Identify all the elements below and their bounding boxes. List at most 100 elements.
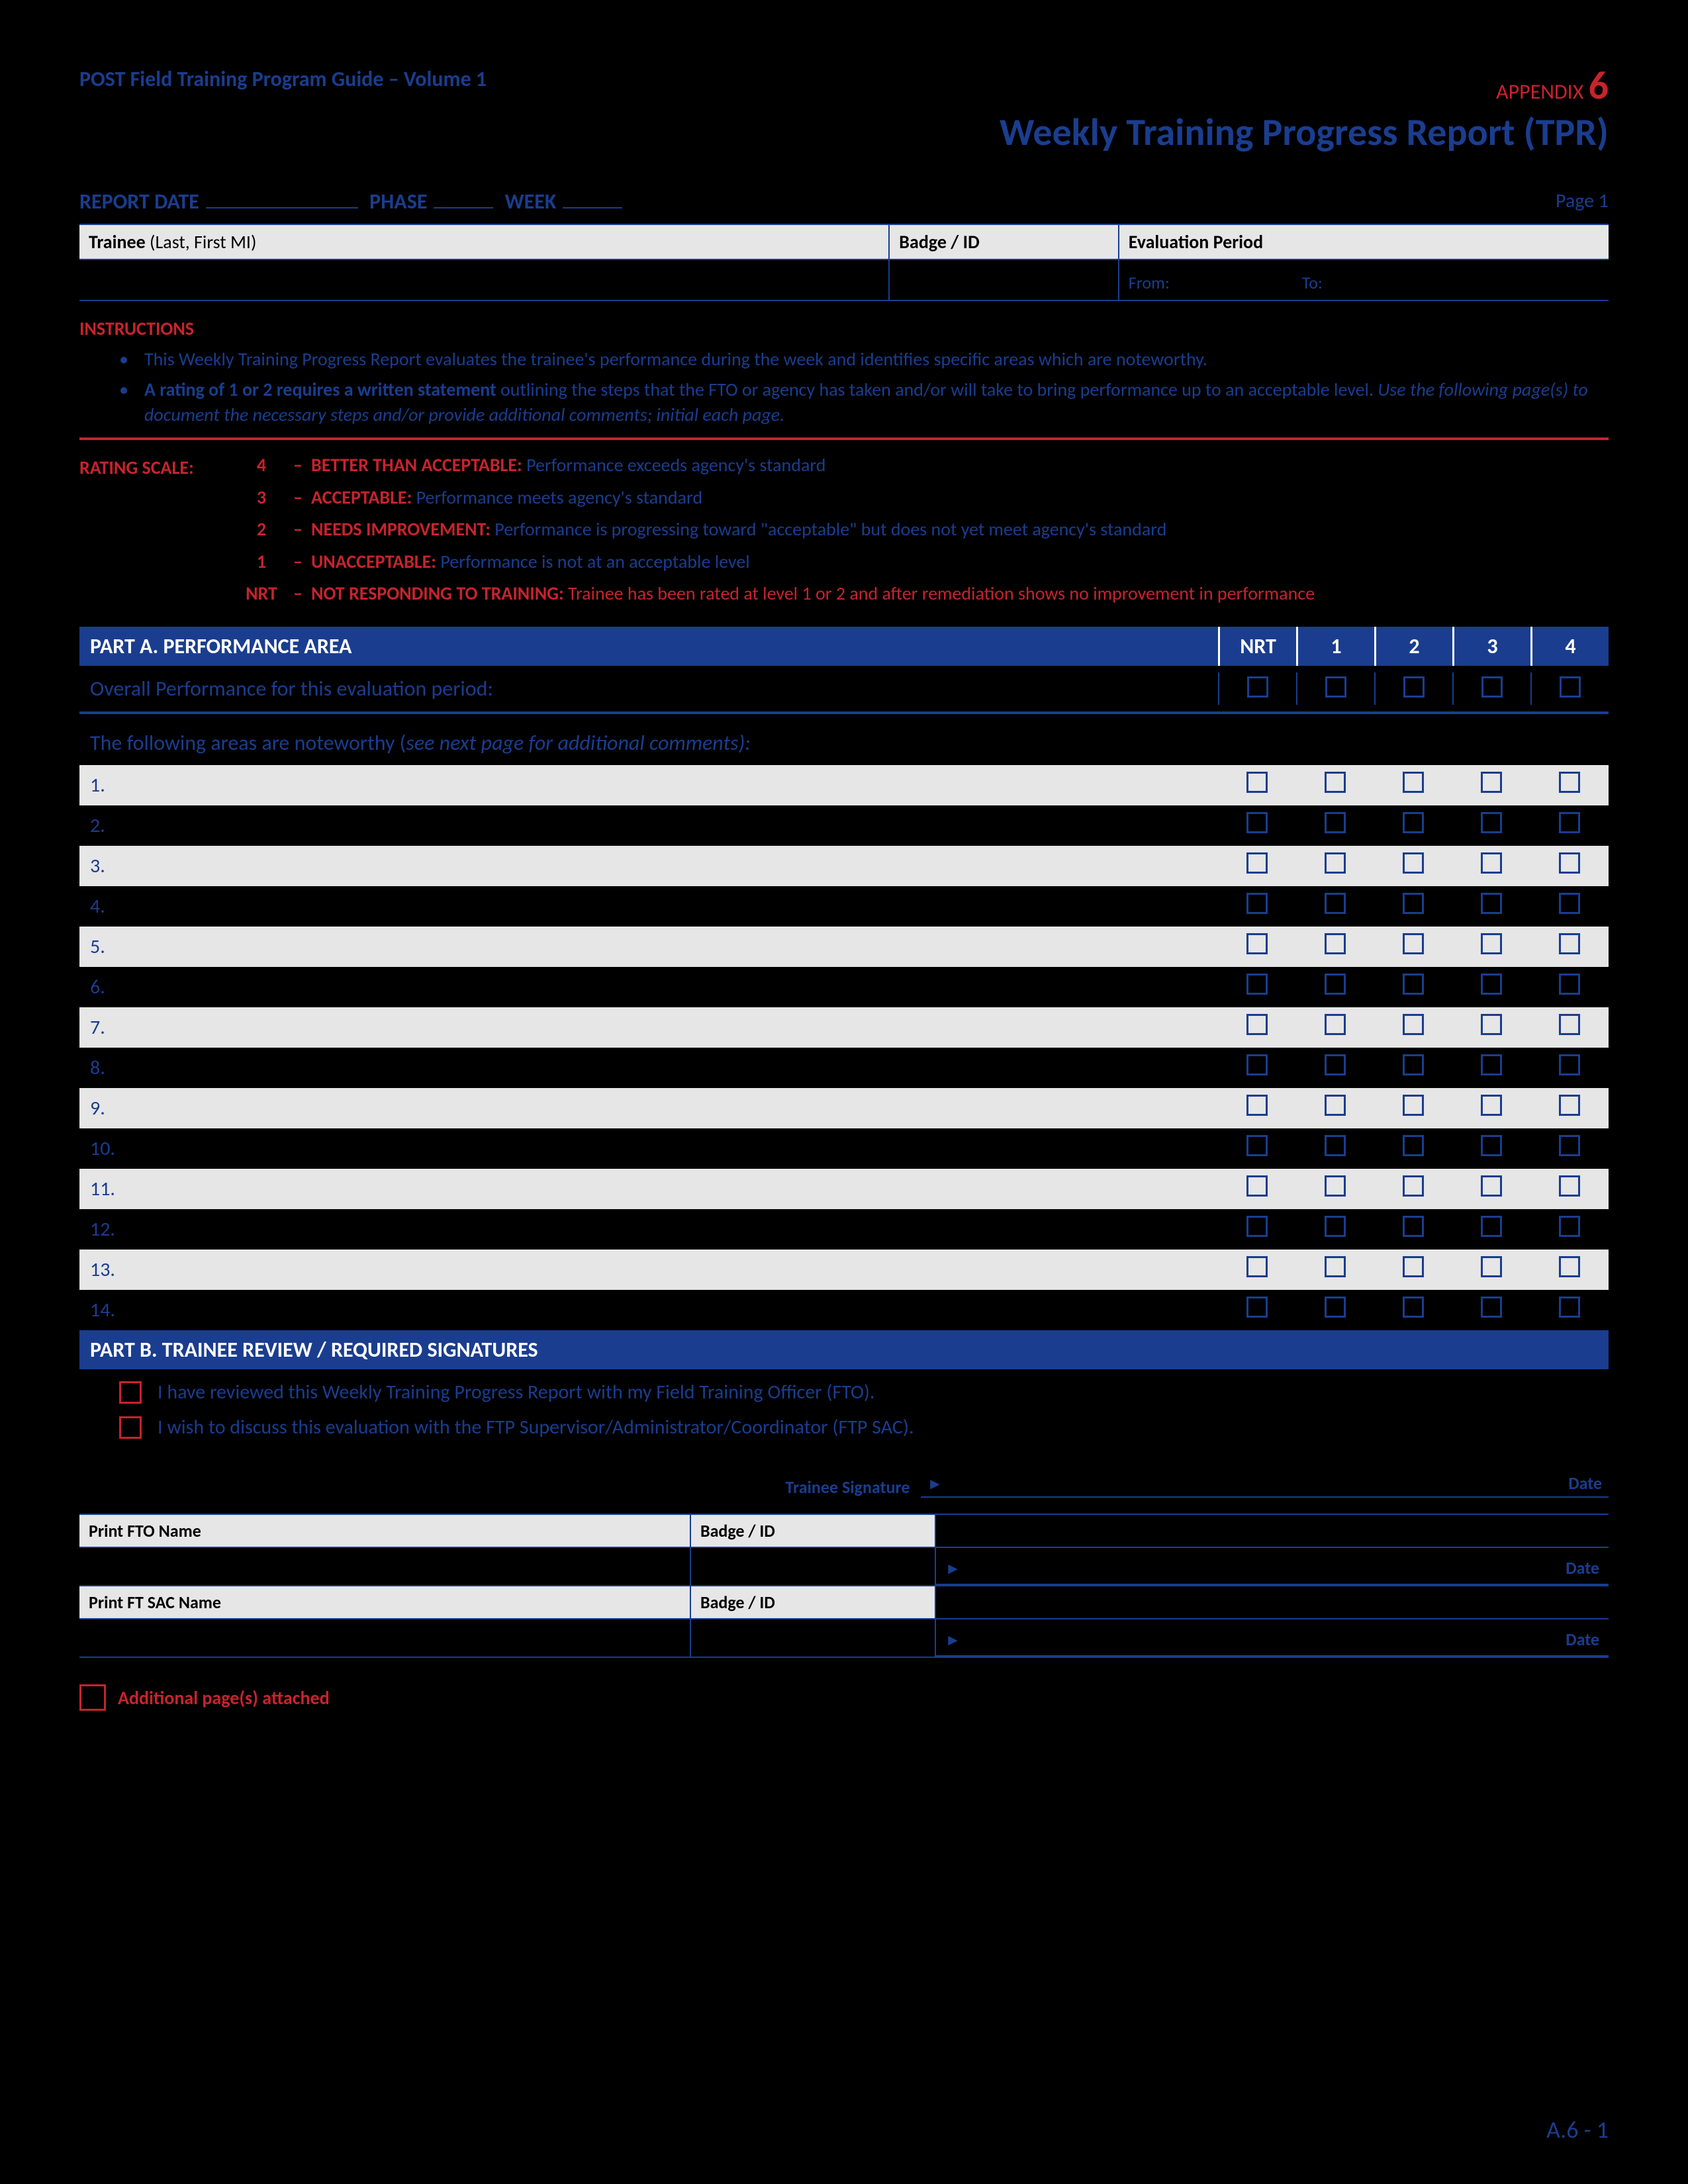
area-3-checkbox[interactable] [1481, 1297, 1502, 1318]
overall-nrt-checkbox[interactable] [1247, 676, 1268, 698]
overall-performance-row: Overall Performance for this evaluation … [79, 666, 1609, 714]
eval-period-field[interactable]: From:To: [1119, 260, 1609, 300]
reviewed-checkbox[interactable] [119, 1381, 142, 1404]
rating-1: 1–UNACCEPTABLE: Performance is not at an… [238, 550, 1609, 574]
area-1-checkbox[interactable] [1325, 1135, 1346, 1156]
area-3-checkbox[interactable] [1481, 1175, 1502, 1197]
area-nrt-checkbox[interactable] [1246, 1175, 1268, 1197]
area-4-checkbox[interactable] [1559, 893, 1580, 914]
area-nrt-checkbox[interactable] [1246, 1297, 1268, 1318]
area-2-checkbox[interactable] [1403, 852, 1424, 874]
area-1-checkbox[interactable] [1325, 1297, 1346, 1318]
performance-area-row: 5. [79, 927, 1609, 967]
performance-area-row: 1. [79, 765, 1609, 805]
area-2-checkbox[interactable] [1403, 1014, 1424, 1035]
area-nrt-checkbox[interactable] [1246, 1256, 1268, 1277]
area-2-checkbox[interactable] [1403, 1175, 1424, 1197]
area-nrt-checkbox[interactable] [1246, 772, 1268, 793]
trainee-signature-field[interactable]: ►Date [921, 1473, 1609, 1498]
area-4-checkbox[interactable] [1559, 1216, 1580, 1237]
area-1-checkbox[interactable] [1325, 812, 1346, 833]
area-nrt-checkbox[interactable] [1246, 933, 1268, 954]
area-4-checkbox[interactable] [1559, 933, 1580, 954]
area-1-checkbox[interactable] [1325, 1175, 1346, 1197]
area-4-checkbox[interactable] [1559, 1256, 1580, 1277]
area-3-checkbox[interactable] [1481, 772, 1502, 793]
fto-signature-field[interactable]: ►Date [936, 1548, 1609, 1585]
area-1-checkbox[interactable] [1325, 933, 1346, 954]
area-2-checkbox[interactable] [1403, 893, 1424, 914]
area-3-checkbox[interactable] [1481, 852, 1502, 874]
area-1-checkbox[interactable] [1325, 852, 1346, 874]
part-a-header: PART A. PERFORMANCE AREA NRT 1 2 3 4 [79, 627, 1609, 666]
overall-4-checkbox[interactable] [1560, 676, 1581, 698]
area-2-checkbox[interactable] [1403, 1095, 1424, 1116]
area-2-checkbox[interactable] [1403, 1297, 1424, 1318]
area-nrt-checkbox[interactable] [1246, 1095, 1268, 1116]
area-3-checkbox[interactable] [1481, 893, 1502, 914]
area-nrt-checkbox[interactable] [1246, 1014, 1268, 1035]
area-3-checkbox[interactable] [1481, 1014, 1502, 1035]
area-1-checkbox[interactable] [1325, 1014, 1346, 1035]
area-2-checkbox[interactable] [1403, 933, 1424, 954]
rating-4: 4–BETTER THAN ACCEPTABLE: Performance ex… [238, 453, 1609, 477]
area-2-checkbox[interactable] [1403, 772, 1424, 793]
area-2-checkbox[interactable] [1403, 974, 1424, 995]
area-2-checkbox[interactable] [1403, 1135, 1424, 1156]
overall-2-checkbox[interactable] [1403, 676, 1425, 698]
rating-nrt: NRT–NOT RESPONDING TO TRAINING: Trainee … [238, 582, 1609, 606]
area-nrt-checkbox[interactable] [1246, 1054, 1268, 1075]
area-1-checkbox[interactable] [1325, 1216, 1346, 1237]
overall-3-checkbox[interactable] [1481, 676, 1503, 698]
sac-signature-field[interactable]: ►Date [936, 1619, 1609, 1657]
area-1-checkbox[interactable] [1325, 1256, 1346, 1277]
area-1-checkbox[interactable] [1325, 893, 1346, 914]
area-3-checkbox[interactable] [1481, 1135, 1502, 1156]
trainee-signature-row: Trainee Signature ►Date [79, 1473, 1609, 1498]
area-nrt-checkbox[interactable] [1246, 852, 1268, 874]
area-4-checkbox[interactable] [1559, 1297, 1580, 1318]
area-nrt-checkbox[interactable] [1246, 1135, 1268, 1156]
area-nrt-checkbox[interactable] [1246, 974, 1268, 995]
sac-badge-field[interactable] [691, 1619, 936, 1657]
area-4-checkbox[interactable] [1559, 812, 1580, 833]
area-4-checkbox[interactable] [1559, 974, 1580, 995]
trainee-field[interactable] [79, 260, 890, 300]
review-fto-line: I have reviewed this Weekly Training Pro… [79, 1369, 1609, 1404]
area-1-checkbox[interactable] [1325, 1054, 1346, 1075]
area-3-checkbox[interactable] [1481, 1095, 1502, 1116]
area-3-checkbox[interactable] [1481, 1216, 1502, 1237]
area-3-checkbox[interactable] [1481, 1256, 1502, 1277]
performance-area-row: 2. [79, 805, 1609, 846]
area-4-checkbox[interactable] [1559, 772, 1580, 793]
area-4-checkbox[interactable] [1559, 1054, 1580, 1075]
area-3-checkbox[interactable] [1481, 974, 1502, 995]
sac-name-field[interactable] [79, 1619, 691, 1657]
fto-badge-field[interactable] [691, 1548, 936, 1585]
area-3-checkbox[interactable] [1481, 812, 1502, 833]
id-body-row: From:To: [79, 260, 1609, 301]
area-2-checkbox[interactable] [1403, 1216, 1424, 1237]
area-4-checkbox[interactable] [1559, 1014, 1580, 1035]
badge-field[interactable] [890, 260, 1119, 300]
area-4-checkbox[interactable] [1559, 852, 1580, 874]
area-1-checkbox[interactable] [1325, 974, 1346, 995]
area-nrt-checkbox[interactable] [1246, 1216, 1268, 1237]
area-1-checkbox[interactable] [1325, 1095, 1346, 1116]
area-4-checkbox[interactable] [1559, 1095, 1580, 1116]
area-3-checkbox[interactable] [1481, 1054, 1502, 1075]
fto-name-field[interactable] [79, 1548, 691, 1585]
area-2-checkbox[interactable] [1403, 1054, 1424, 1075]
guide-title: POST Field Training Program Guide – Volu… [79, 66, 487, 92]
area-3-checkbox[interactable] [1481, 933, 1502, 954]
discuss-checkbox[interactable] [119, 1416, 142, 1439]
area-nrt-checkbox[interactable] [1246, 812, 1268, 833]
area-2-checkbox[interactable] [1403, 1256, 1424, 1277]
area-nrt-checkbox[interactable] [1246, 893, 1268, 914]
additional-pages-checkbox[interactable] [79, 1684, 106, 1711]
area-4-checkbox[interactable] [1559, 1175, 1580, 1197]
area-4-checkbox[interactable] [1559, 1135, 1580, 1156]
area-2-checkbox[interactable] [1403, 812, 1424, 833]
overall-1-checkbox[interactable] [1325, 676, 1346, 698]
area-1-checkbox[interactable] [1325, 772, 1346, 793]
